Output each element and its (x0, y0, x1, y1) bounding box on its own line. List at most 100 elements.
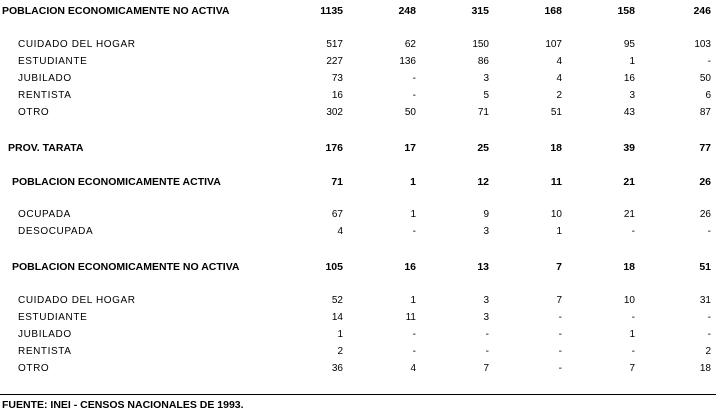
cell-value: 10 (623, 295, 635, 306)
cell-value: 176 (325, 142, 343, 154)
cell-value: 227 (326, 56, 343, 67)
cell-value: 52 (331, 295, 343, 306)
cell-value: 7 (483, 363, 489, 374)
row-label: CUIDADO DEL HOGAR (18, 39, 136, 50)
cell-value: 26 (699, 209, 711, 220)
cell-value: 16 (404, 261, 416, 273)
cell-value: 1 (410, 176, 416, 188)
cell-value: 248 (398, 5, 416, 17)
cell-value: 11 (405, 312, 416, 323)
row-label: POBLACION ECONOMICAMENTE NO ACTIVA (12, 261, 240, 273)
cell-value: 7 (556, 295, 562, 306)
cell-value: 50 (404, 107, 416, 118)
cell-value: 14 (331, 312, 343, 323)
cell-value: 71 (331, 176, 343, 188)
cell-value: - (412, 73, 416, 84)
cell-value: 11 (550, 176, 562, 188)
cell-value: 517 (326, 39, 343, 50)
cell-value: 86 (477, 56, 489, 67)
cell-value: 2 (556, 90, 562, 101)
cell-value: - (558, 329, 562, 340)
row-label: OTRO (18, 363, 50, 374)
cell-value: 3 (483, 226, 489, 237)
cell-value: 18 (623, 261, 635, 273)
cell-value: 2 (337, 346, 343, 357)
cell-value: 18 (550, 142, 562, 154)
cell-value: 1135 (320, 5, 343, 17)
cell-value: 5 (483, 90, 489, 101)
cell-value: 87 (699, 107, 711, 118)
cell-value: 95 (623, 39, 635, 50)
cell-value: 3 (483, 312, 489, 323)
row-label: POBLACION ECONOMICAMENTE NO ACTIVA (2, 5, 230, 17)
cell-value: 7 (629, 363, 635, 374)
cell-value: 4 (410, 363, 416, 374)
cell-value: 1 (556, 226, 562, 237)
cell-value: - (558, 363, 562, 374)
cell-value: - (558, 312, 562, 323)
cell-value: 13 (477, 261, 489, 273)
row-label: CUIDADO DEL HOGAR (18, 295, 136, 306)
source-note: FUENTE: INEI - CENSOS NACIONALES DE 1993… (2, 399, 244, 411)
cell-value: - (707, 329, 711, 340)
cell-value: 1 (410, 295, 416, 306)
cell-value: 315 (471, 5, 489, 17)
cell-value: 51 (699, 261, 711, 273)
cell-value: 4 (556, 73, 562, 84)
cell-value: 3 (629, 90, 635, 101)
cell-value: 103 (694, 39, 711, 50)
cell-value: 43 (623, 107, 635, 118)
cell-value: 16 (623, 73, 635, 84)
cell-value: 62 (404, 39, 416, 50)
cell-value: 1 (337, 329, 343, 340)
cell-value: 150 (472, 39, 489, 50)
cell-value: 136 (399, 56, 416, 67)
cell-value: - (631, 312, 635, 323)
cell-value: 31 (699, 295, 711, 306)
cell-value: - (707, 312, 711, 323)
row-label: POBLACION ECONOMICAMENTE ACTIVA (12, 176, 221, 188)
cell-value: - (412, 346, 416, 357)
cell-value: - (412, 329, 416, 340)
cell-value: 1 (629, 329, 635, 340)
cell-value: - (412, 90, 416, 101)
cell-value: 1 (629, 56, 635, 67)
cell-value: 67 (331, 209, 343, 220)
cell-value: 302 (326, 107, 343, 118)
cell-value: 71 (477, 107, 489, 118)
cell-value: 73 (331, 73, 343, 84)
row-label: JUBILADO (18, 329, 72, 340)
cell-value: 21 (623, 176, 635, 188)
cell-value: 107 (545, 39, 562, 50)
cell-value: 246 (693, 5, 711, 17)
row-label: DESOCUPADA (18, 226, 94, 237)
cell-value: 50 (699, 73, 711, 84)
cell-value: - (412, 226, 416, 237)
cell-value: - (485, 329, 489, 340)
cell-value: 9 (483, 209, 489, 220)
cell-value: 2 (705, 346, 711, 357)
row-label: PROV. TARATA (8, 142, 84, 154)
cell-value: - (558, 346, 562, 357)
cell-value: 10 (550, 209, 562, 220)
cell-value: 4 (556, 56, 562, 67)
cell-value: 18 (699, 363, 711, 374)
cell-value: 39 (623, 142, 635, 154)
cell-value: - (707, 226, 711, 237)
cell-value: - (707, 56, 711, 67)
cell-value: 16 (331, 90, 343, 101)
cell-value: 158 (617, 5, 635, 17)
cell-value: 3 (483, 295, 489, 306)
cell-value: 7 (556, 261, 562, 273)
cell-value: 21 (623, 209, 635, 220)
cell-value: - (485, 346, 489, 357)
row-label: OCUPADA (18, 209, 71, 220)
footer-rule (0, 394, 716, 395)
cell-value: 1 (410, 209, 416, 220)
cell-value: 51 (550, 107, 562, 118)
row-label: ESTUDIANTE (18, 312, 88, 323)
cell-value: 25 (477, 142, 489, 154)
cell-value: 3 (483, 73, 489, 84)
cell-value: 6 (705, 90, 711, 101)
